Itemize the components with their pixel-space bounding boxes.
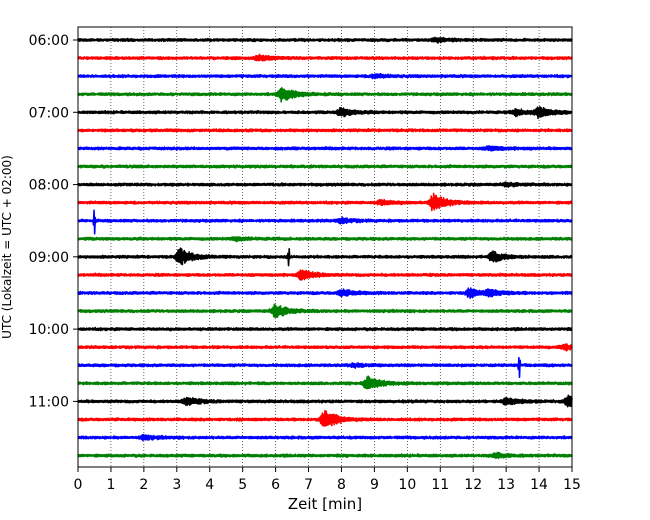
x-tick-label: 14: [530, 477, 548, 493]
trace-0615: [77, 53, 573, 62]
trace-0930: [77, 287, 573, 300]
trace-0900: [77, 247, 573, 267]
trace-0915: [77, 269, 573, 281]
y-tick-label: 09:00: [29, 250, 69, 266]
x-tick-label: 2: [139, 477, 148, 493]
x-tick-label: 10: [398, 477, 416, 493]
trace-0730: [77, 145, 573, 152]
x-axis-ticks: 0 1 2 3 4 5 6 7 8 9 10 11 12 13 14 15: [74, 467, 581, 493]
x-tick-label: 7: [304, 477, 313, 493]
trace-0745: [77, 164, 573, 169]
x-tick-label: 15: [563, 477, 581, 493]
trace-1015: [77, 343, 573, 352]
y-tick-label: 07:00: [29, 105, 69, 121]
x-tick-label: 8: [337, 477, 346, 493]
y-axis-label: UTC (Lokalzeit = UTC + 02:00): [0, 155, 14, 339]
y-tick-label: 10:00: [29, 322, 69, 338]
trace-0700: [77, 105, 573, 120]
trace-1145: [77, 451, 573, 460]
trace-1045: [77, 375, 573, 390]
x-tick-label: 9: [370, 477, 379, 493]
trace-1100: [77, 394, 573, 408]
y-tick-label: 11:00: [29, 394, 69, 410]
x-tick-label: 0: [74, 477, 83, 493]
trace-0600: [77, 36, 573, 44]
trace-0830: [77, 209, 573, 235]
y-tick-label: 06:00: [29, 33, 69, 49]
seismic-traces: [77, 36, 573, 460]
trace-0715: [77, 128, 573, 133]
trace-0945: [77, 303, 573, 319]
trace-0815: [77, 192, 573, 212]
plot-frame: [77, 26, 573, 468]
trace-0845: [77, 236, 573, 243]
x-tick-label: 13: [497, 477, 515, 493]
x-tick-label: 12: [464, 477, 482, 493]
x-tick-label: 3: [172, 477, 181, 493]
trace-0630: [77, 73, 573, 80]
x-tick-label: 6: [271, 477, 280, 493]
x-tick-label: 5: [238, 477, 247, 493]
x-tick-label: 11: [431, 477, 449, 493]
trace-1030: [77, 356, 573, 379]
x-grid: [110, 27, 540, 467]
x-axis-label: Zeit [min]: [288, 495, 362, 513]
trace-0800: [77, 181, 573, 188]
trace-1130: [77, 433, 573, 442]
y-tick-label: 08:00: [29, 178, 69, 194]
x-tick-label: 4: [205, 477, 214, 493]
trace-1000: [77, 326, 573, 332]
trace-0645: [77, 86, 573, 103]
y-axis-ticks: 06:00 07:00 08:00 09:00 10:00 11:00: [29, 33, 78, 410]
x-tick-label: 1: [106, 477, 115, 493]
trace-1115: [77, 409, 573, 427]
